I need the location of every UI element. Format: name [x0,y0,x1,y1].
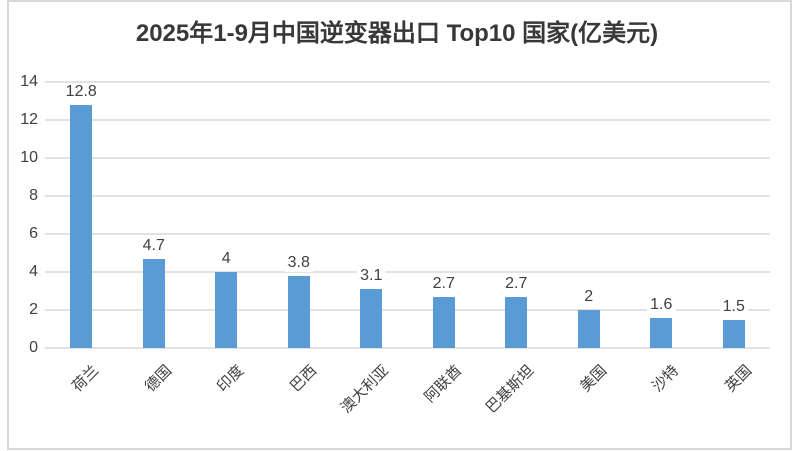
chart-title: 2025年1-9月中国逆变器出口 Top10 国家(亿美元) [135,20,659,47]
bar-slot: 2.7 阿联酋 [408,82,481,406]
bar [505,296,528,348]
y-tick-label: 8 [29,187,38,205]
gridline [45,157,770,159]
bar [432,296,455,348]
x-tick-label: 澳大利亚 [337,362,393,417]
x-tick-label: 德国 [141,362,175,396]
bar-slot: 4.7 德国 [118,82,191,395]
plot-area: 12.8 荷兰 4.7 德国 4 印度 3.8 巴西 3.1 澳大利亚 2.7 阿联酋 2.7 巴基斯坦 2… [45,81,771,417]
bar [360,289,383,348]
gridline [45,309,770,312]
bar-value-label: 2.7 [429,274,458,293]
bar [70,104,93,348]
gridline [45,347,770,349]
bar-value-label: 3.1 [357,267,386,286]
y-tick-label: 6 [29,225,38,242]
bar-value-label: 2.7 [502,274,531,293]
x-tick-label: 沙特 [649,362,683,396]
bar-value-label: 4.7 [139,236,168,255]
bars-row: 12.8 荷兰 4.7 德国 4 印度 3.8 巴西 3.1 澳大利亚 2.7 阿联酋 2.7 巴基斯坦 2… [45,82,771,417]
bar-slot: 1.5 英国 [698,82,771,395]
y-tick-label: 0 [29,339,38,356]
gridline [45,271,770,274]
x-tick-label: 巴基斯坦 [482,362,538,417]
bar-value-label: 1.5 [719,297,748,316]
bar-slot: 1.6 沙特 [625,82,698,395]
bar-value-label: 4 [218,250,234,269]
gridline [45,233,770,235]
bar-value-label: 1.6 [647,295,676,314]
bar [577,310,600,348]
y-tick-label: 12 [20,111,38,128]
bar-slot: 3.1 澳大利亚 [335,82,408,417]
bar-slot: 12.8 荷兰 [45,82,118,395]
x-tick-label: 荷兰 [69,362,103,396]
bar [287,275,310,348]
bar-slot: 2 美国 [553,82,626,395]
bar-value-label: 2 [581,288,597,307]
y-tick-label: 2 [29,301,38,319]
x-tick-label: 阿联酋 [421,362,465,406]
x-tick-label: 英国 [721,362,755,396]
bar-slot: 4 印度 [190,82,263,395]
bar [650,317,673,348]
bar-value-label: 3.8 [284,253,313,272]
bar-slot: 3.8 巴西 [263,82,336,395]
x-tick-label: 巴西 [286,362,320,396]
bar [142,258,165,348]
bar [722,319,745,348]
gridline [45,81,770,83]
gridline [45,119,770,121]
bar [215,272,238,348]
y-tick-label: 4 [29,263,38,281]
y-tick-label: 14 [20,73,38,90]
bar-slot: 2.7 巴基斯坦 [480,82,553,417]
x-tick-label: 印度 [214,362,248,396]
x-tick-label: 美国 [576,362,610,396]
y-tick-label: 10 [20,149,38,166]
y-axis-labels: 0 2 4 6 8 10 12 14 [0,74,38,356]
gridline [45,195,770,198]
bar-value-label: 12.8 [62,82,100,101]
